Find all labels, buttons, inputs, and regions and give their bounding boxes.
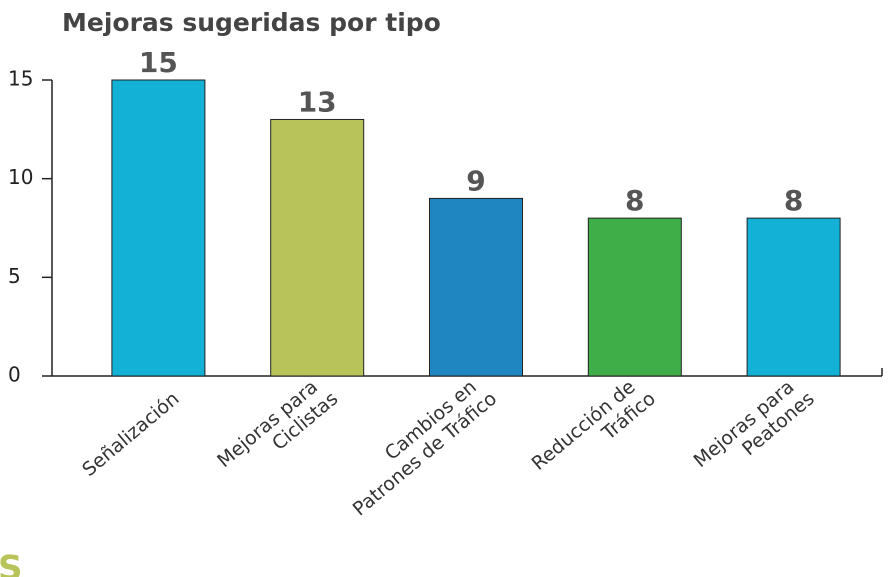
y-tick-label: 5 (8, 264, 21, 288)
y-tick-label: 10 (8, 165, 33, 189)
value-label: 13 (298, 85, 337, 118)
value-label: 9 (466, 164, 485, 197)
x-tick-label: Señalización (78, 387, 183, 480)
value-label: 8 (625, 184, 644, 217)
bar (270, 118, 365, 377)
bar (429, 197, 523, 377)
bar (746, 217, 841, 377)
bar (111, 79, 206, 377)
y-tick-label: 15 (8, 67, 33, 91)
x-tick-label: Reducción deTráfico (527, 370, 659, 491)
x-tick-label: Mejoras paraPeatones (689, 370, 818, 488)
x-tick-label: Cambios enPatrones de Tráfico (334, 370, 501, 520)
page-fragment: S (0, 549, 23, 577)
bar (587, 217, 682, 377)
x-tick-label: Mejoras paraCiclistas (213, 370, 342, 488)
value-label: 15 (139, 46, 178, 79)
value-label: 8 (784, 184, 803, 217)
chart-title: Mejoras sugeridas por tipo (62, 8, 441, 37)
y-tick-label: 0 (8, 363, 21, 387)
